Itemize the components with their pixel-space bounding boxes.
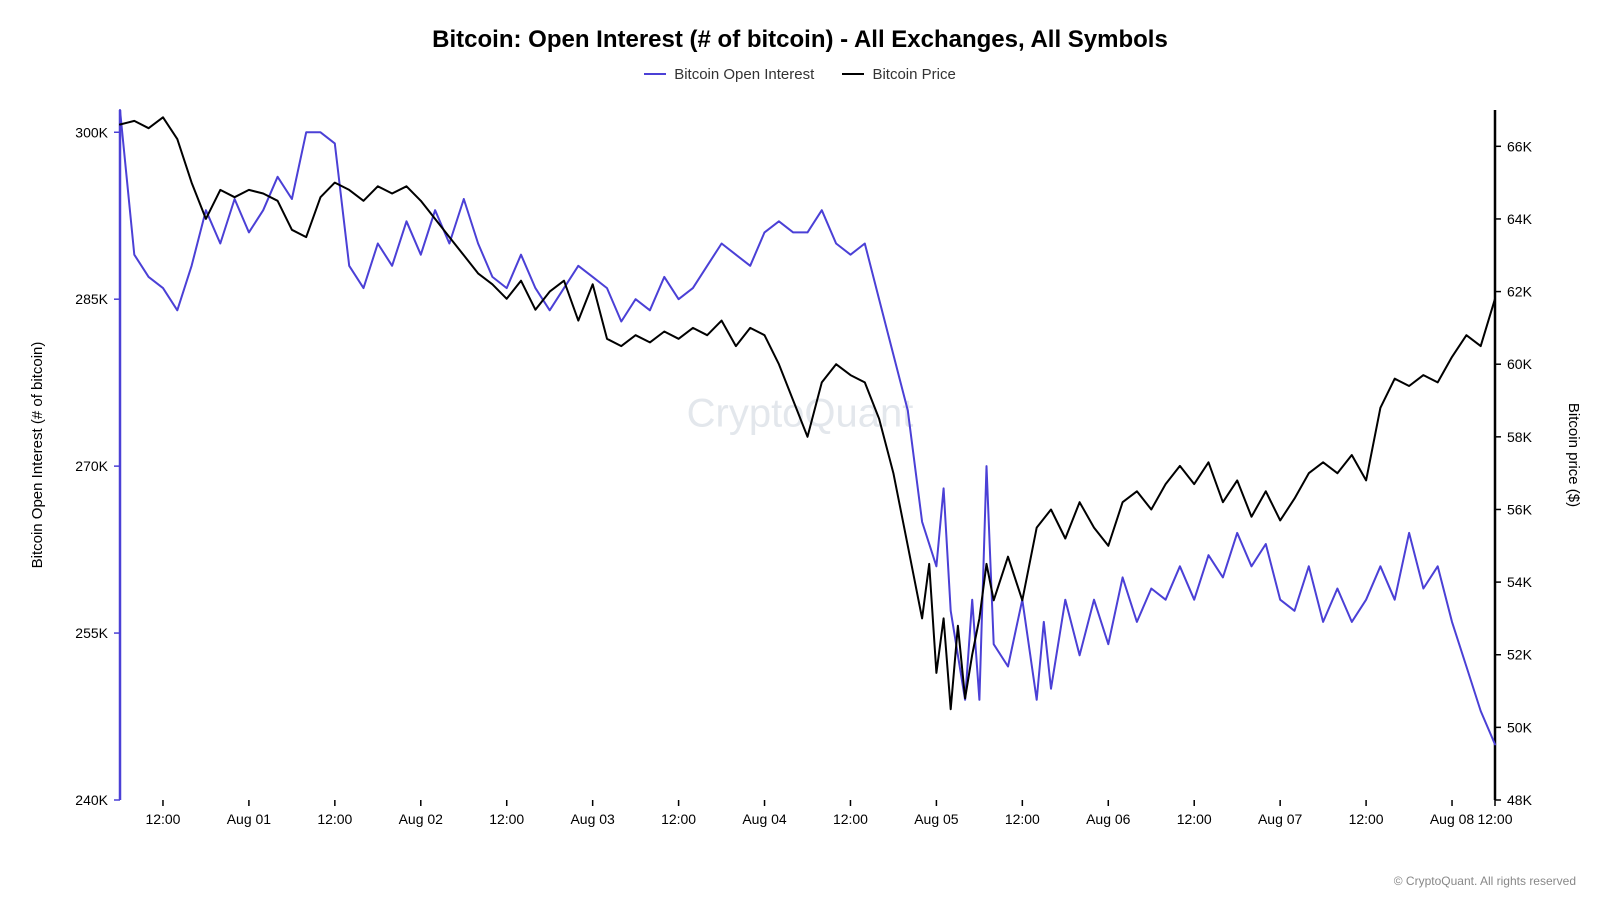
x-tick-label: 12:00 [833,811,868,827]
y-left-tick-label: 270K [75,458,108,474]
x-tick-label: 12:00 [145,811,180,827]
x-tick-label: Aug 01 [227,811,272,827]
x-tick-label: Aug 05 [914,811,959,827]
x-tick-label: 12:00 [489,811,524,827]
y-left-title: Bitcoin Open Interest (# of bitcoin) [29,342,46,569]
y-right-tick-label: 64K [1507,211,1533,227]
series-line [120,110,1495,744]
x-tick-label: 12:00 [1177,811,1212,827]
y-left-tick-label: 240K [75,792,108,808]
series-line [120,117,1495,709]
x-tick-label: 12:00 [1477,811,1512,827]
x-tick-label: 12:00 [317,811,352,827]
y-left-tick-label: 255K [75,625,108,641]
y-left-tick-label: 300K [75,124,108,140]
x-tick-label: Aug 03 [570,811,615,827]
chart-svg: 240K 255K 270K 285K 300K 48K 50K 52K 54K 56K 58K 60… [0,0,1600,900]
y-right-tick-label: 66K [1507,138,1533,154]
x-tick-label: 12:00 [1349,811,1384,827]
y-right-tick-label: 50K [1507,719,1533,735]
x-tick-label: Aug 04 [742,811,787,827]
y-right-tick-label: 54K [1507,574,1533,590]
x-tick-label: Aug 08 [1430,811,1475,827]
x-tick-label: Aug 06 [1086,811,1131,827]
y-right-tick-label: 56K [1507,501,1533,517]
y-left-tick-label: 285K [75,291,108,307]
x-tick-label: Aug 07 [1258,811,1303,827]
y-right-tick-label: 62K [1507,284,1533,300]
y-right-tick-label: 48K [1507,792,1533,808]
footer-copyright: © CryptoQuant. All rights reserved [1394,874,1576,888]
y-right-tick-label: 58K [1507,429,1533,445]
chart-container: Bitcoin: Open Interest (# of bitcoin) - … [0,0,1600,900]
x-tick-label: 12:00 [1005,811,1040,827]
x-tick-label: Aug 02 [399,811,444,827]
y-right-tick-label: 52K [1507,647,1533,663]
x-tick-label: 12:00 [661,811,696,827]
y-right-title: Bitcoin price ($) [1565,403,1582,507]
y-right-tick-label: 60K [1507,356,1533,372]
